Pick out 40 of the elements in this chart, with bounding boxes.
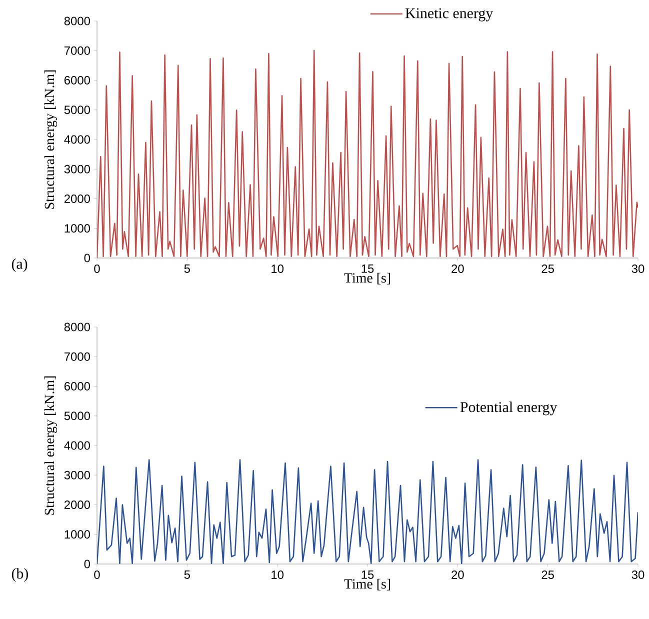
y-tick-label: 7000 [64,352,90,361]
y-tick-label: 5000 [64,412,90,420]
y-tick-label: 8000 [64,322,90,332]
x-tick-label: 20 [452,264,464,273]
y-tick-label: 0 [84,254,90,262]
y-axis-title: Structural energy [kN.m] [44,376,58,515]
x-tick-label: 20 [452,570,464,579]
x-tick-label: 0 [94,264,100,273]
x-tick-label: 0 [94,570,100,579]
y-tick-label: 1000 [64,224,90,233]
x-tick-label: 25 [542,570,554,579]
y-tick-label: 8000 [64,16,90,26]
x-tick-label: 25 [542,264,554,273]
y-tick-label: 1000 [64,530,90,539]
legend-label: Kinetic energy [405,8,494,22]
x-tick-label: 5 [184,264,190,273]
y-axis-title: Structural energy [kN.m] [44,70,58,209]
y-tick-label: 2000 [64,500,90,509]
y-tick-label: 4000 [64,135,90,144]
x-tick-label: 15 [362,264,374,273]
legend-label: Potential energy [460,402,558,416]
x-tick-label: 10 [272,570,284,579]
y-tick-label: 3000 [64,470,90,480]
x-axis-title: Time [s] [344,272,390,284]
y-tick-label: 7000 [64,46,90,55]
y-tick-label: 3000 [64,164,90,174]
text: (a) [12,258,28,272]
x-tick-label: 30 [632,264,644,273]
x-tick-label: 10 [272,264,284,273]
x-tick-label: 5 [184,570,190,579]
text: (b) [12,568,28,582]
y-tick-label: 5000 [64,106,90,114]
y-tick-label: 2000 [64,194,90,203]
x-tick-label: 15 [362,570,374,579]
y-tick-label: 4000 [64,441,90,450]
x-tick-label: 30 [632,570,644,579]
x-axis-title: Time [s] [344,578,390,590]
y-tick-label: 6000 [64,382,90,390]
y-tick-label: 6000 [64,76,90,84]
y-tick-label: 0 [84,560,90,568]
